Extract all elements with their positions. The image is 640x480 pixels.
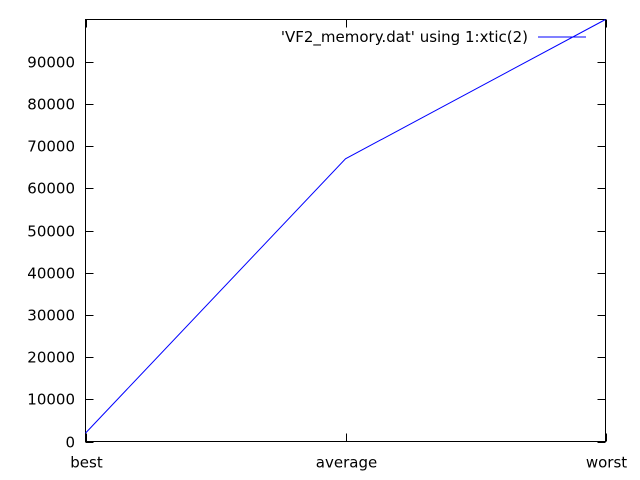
legend-label: 'VF2_memory.dat' using 1:xtic(2) — [281, 28, 528, 47]
y-tick-label: 10000 — [27, 391, 75, 409]
y-tick-label: 70000 — [27, 138, 75, 156]
series-layer — [85, 19, 606, 434]
y-axis: 0 10000 20000 30000 40000 50000 60000 70000 8000… — [27, 54, 606, 452]
plot-frame — [85, 19, 606, 442]
y-tick-label: 90000 — [27, 54, 75, 72]
y-tick-label: 60000 — [27, 180, 75, 198]
y-tick-label: 30000 — [27, 307, 75, 325]
y-tick-label: 0 — [65, 434, 75, 452]
x-tick-label: best — [70, 454, 103, 472]
x-tick-label: worst — [586, 454, 627, 472]
y-tick-label: 40000 — [27, 265, 75, 283]
x-axis: best average worst — [70, 19, 627, 472]
y-tick-label: 20000 — [27, 349, 75, 367]
legend: 'VF2_memory.dat' using 1:xtic(2) — [281, 28, 586, 47]
y-tick-label: 50000 — [27, 223, 75, 241]
series-line — [85, 19, 606, 434]
x-tick-label: average — [316, 454, 377, 472]
y-tick-label: 80000 — [27, 96, 75, 114]
